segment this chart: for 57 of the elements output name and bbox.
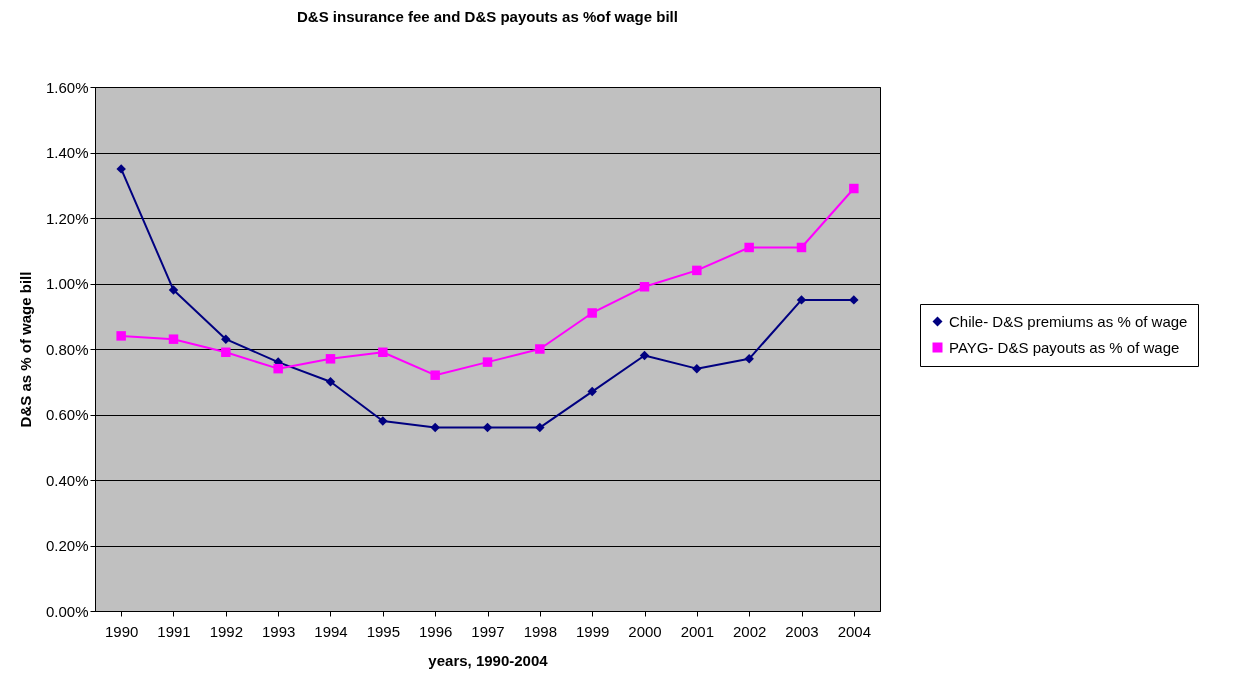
point [325, 377, 336, 387]
x-tick-label: 2003 [785, 622, 819, 640]
x-tick-label: 1996 [418, 622, 453, 640]
x-tick-label: 2002 [732, 622, 767, 640]
point [221, 347, 231, 358]
x-tick-label: 1999 [575, 622, 610, 640]
point [221, 334, 231, 344]
point [692, 265, 702, 276]
y-tick-label: 0.80% [45, 340, 89, 358]
point [378, 347, 388, 358]
x-tick-label: 1998 [523, 622, 558, 640]
point [639, 282, 650, 292]
legend-label: PAYG- D&S payouts as % of wage [949, 338, 1180, 356]
legend-label: Chile- D&S premiums as % of wage [949, 312, 1188, 330]
x-tick-label: 1992 [209, 622, 244, 640]
y-tick-label: 0.00% [45, 602, 89, 620]
y-tick-label: 1.40% [45, 144, 89, 161]
y-tick-label: 1.00% [45, 275, 89, 292]
x-tick-label: 1994 [314, 622, 348, 640]
point [430, 370, 440, 380]
x-tick-label: 1991 [157, 622, 191, 640]
y-tick-label: 0.60% [45, 406, 89, 423]
y-axis-title: D&S as % of wage bill [16, 271, 34, 428]
x-tick-label: 1997 [471, 622, 505, 640]
x-tick-label: 1993 [261, 622, 296, 640]
point [116, 164, 126, 174]
point [482, 422, 493, 433]
point [639, 350, 650, 361]
chart-title: D&S insurance fee and D&S payouts as %of wage bill [297, 8, 678, 25]
point [535, 344, 545, 354]
point [325, 354, 336, 364]
point [587, 308, 597, 318]
y-tick-label: 1.60% [45, 78, 89, 96]
y-tick-label: 1.20% [45, 209, 89, 227]
point [796, 242, 807, 253]
point [168, 334, 179, 344]
x-tick-label: 2001 [680, 622, 715, 640]
y-tick-label: 0.40% [45, 471, 89, 489]
y-tick-label: 0.20% [45, 537, 89, 554]
point [849, 183, 859, 194]
point [430, 422, 440, 433]
point [168, 285, 179, 295]
x-tick-label: 1990 [104, 622, 139, 640]
point [587, 386, 597, 397]
point [535, 422, 545, 433]
point [692, 363, 702, 374]
point [796, 295, 807, 305]
x-tick-label: 1995 [366, 622, 401, 640]
point [273, 363, 283, 374]
x-tick-label: 2004 [837, 622, 872, 640]
x-axis-title: years, 1990-2004 [428, 651, 549, 669]
point [744, 242, 754, 253]
point [482, 357, 493, 367]
point [849, 295, 859, 305]
point [744, 354, 754, 364]
x-tick-label: 2000 [628, 622, 662, 640]
point [116, 331, 126, 341]
